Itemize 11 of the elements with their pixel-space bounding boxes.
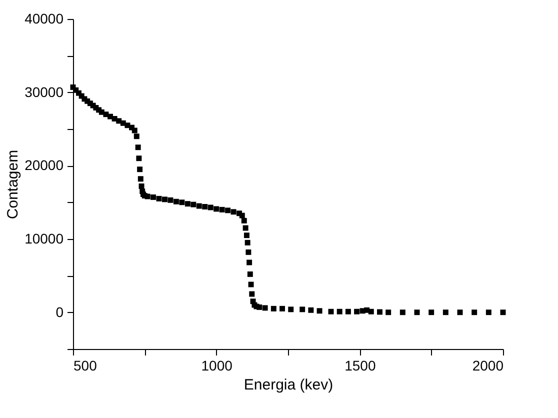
y-tick-label: 10000: [24, 230, 64, 246]
y-tick-label: 30000: [24, 84, 64, 100]
x-tick-label: 2000: [472, 358, 504, 374]
y-tick-label: 20000: [24, 157, 64, 174]
x-tick-label: 1000: [201, 358, 233, 374]
x-tick-label: 500: [74, 358, 98, 374]
x-axis-title: Energia (kev): [244, 376, 334, 394]
x-tick-label: 1500: [344, 358, 376, 374]
y-tick-label: 0: [56, 304, 64, 320]
y-tick-label: 40000: [24, 10, 64, 26]
y-axis-title: Contagem: [4, 150, 22, 220]
